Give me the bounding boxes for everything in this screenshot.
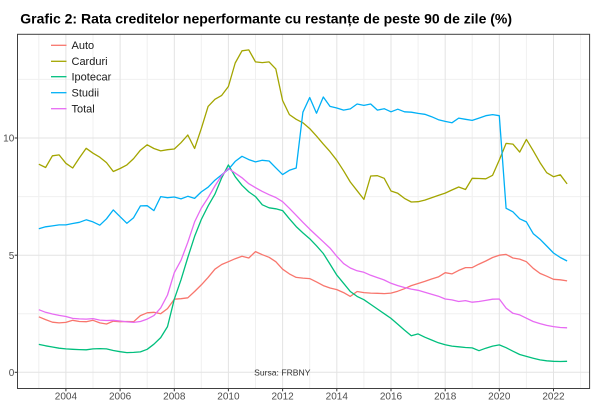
svg-text:10: 10 (3, 134, 15, 145)
svg-text:2010: 2010 (217, 392, 240, 403)
svg-text:2014: 2014 (326, 392, 349, 403)
svg-text:5: 5 (9, 251, 15, 262)
svg-text:2016: 2016 (380, 392, 403, 403)
svg-text:2012: 2012 (271, 392, 294, 403)
svg-text:2022: 2022 (542, 392, 565, 403)
svg-text:2018: 2018 (434, 392, 457, 403)
svg-text:Carduri: Carduri (72, 56, 108, 68)
svg-text:Total: Total (72, 104, 95, 116)
svg-text:2006: 2006 (109, 392, 132, 403)
svg-text:Auto: Auto (72, 40, 95, 52)
svg-text:Studii: Studii (72, 88, 100, 100)
svg-text:0: 0 (9, 368, 15, 379)
svg-text:Sursa: FRBNY: Sursa: FRBNY (254, 368, 311, 378)
svg-text:Grafic 2: Rata creditelor nepe: Grafic 2: Rata creditelor neperformante … (20, 10, 512, 26)
svg-text:2004: 2004 (55, 392, 78, 403)
svg-text:2008: 2008 (163, 392, 186, 403)
svg-text:Ipotecar: Ipotecar (72, 72, 112, 84)
svg-text:2020: 2020 (488, 392, 511, 403)
